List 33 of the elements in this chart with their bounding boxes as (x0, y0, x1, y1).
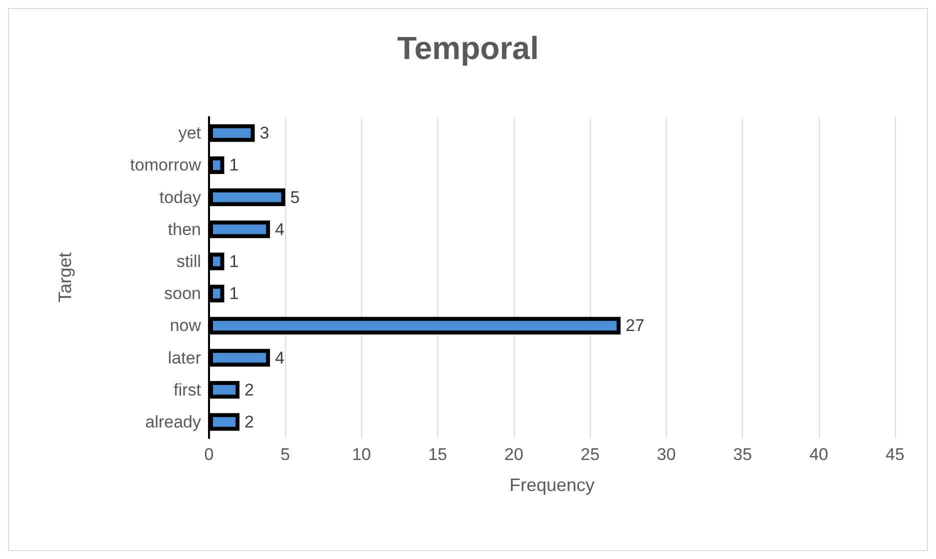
y-tick-label: soon (164, 284, 201, 304)
x-axis-title: Frequency (509, 475, 595, 495)
x-tick-label: 10 (352, 445, 371, 464)
x-tick-label: 35 (733, 445, 752, 464)
data-label: 4 (274, 348, 284, 368)
y-tick-label: today (159, 188, 202, 207)
x-tick-label: 0 (204, 445, 214, 464)
y-tick-label: first (174, 380, 202, 400)
y-tick-label: yet (178, 124, 202, 143)
y-tick-label: tomorrow (130, 156, 202, 175)
data-label: 5 (290, 188, 300, 207)
x-tick-label: 15 (428, 445, 448, 464)
data-label: 1 (229, 284, 239, 304)
x-tick-label: 40 (809, 445, 828, 464)
y-tick-label: already (145, 412, 202, 432)
data-label: 1 (229, 156, 239, 175)
data-label: 27 (626, 316, 645, 336)
y-axis-title: Target (55, 252, 75, 303)
x-tick-label: 20 (504, 445, 524, 464)
chart-title: Temporal (397, 30, 539, 66)
data-label: 3 (260, 124, 270, 143)
y-tick-label: still (176, 252, 201, 271)
data-label: 4 (274, 220, 284, 239)
y-tick-label: later (168, 348, 202, 368)
data-label: 1 (229, 252, 239, 271)
x-tick-label: 45 (886, 445, 904, 464)
data-label: 2 (244, 412, 254, 432)
y-tick-label: then (168, 220, 201, 239)
x-tick-label: 30 (656, 445, 676, 464)
x-tick-label: 5 (280, 445, 290, 464)
x-tick-label: 25 (580, 445, 600, 464)
y-tick-label: now (170, 316, 202, 336)
data-label: 2 (244, 380, 254, 400)
